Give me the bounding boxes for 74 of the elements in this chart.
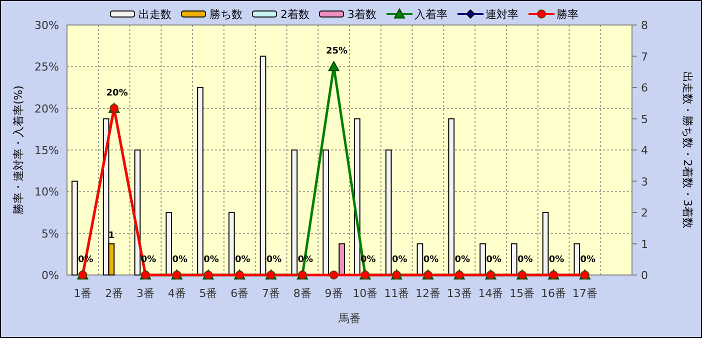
x-tick-label: 17番 bbox=[572, 287, 598, 300]
y-tick-label: 25% bbox=[34, 60, 59, 74]
y2-tick-label: 0 bbox=[641, 269, 648, 282]
bar bbox=[542, 212, 549, 276]
x-tick-label: 6番 bbox=[230, 287, 249, 300]
x-tick-label: 15番 bbox=[510, 287, 535, 300]
x-tick-label: 1番 bbox=[74, 287, 92, 300]
legend-label: 勝ち数 bbox=[210, 8, 242, 21]
data-label: 0% bbox=[266, 255, 282, 265]
bar bbox=[448, 118, 455, 276]
x-tick-label: 10番 bbox=[352, 287, 378, 300]
data-label: 0% bbox=[172, 255, 188, 265]
bar bbox=[228, 212, 235, 276]
legend-label: 出走数 bbox=[138, 8, 172, 21]
x-tick-label: 5番 bbox=[199, 287, 218, 300]
y2-tick-label: 2 bbox=[641, 206, 648, 220]
x-tick-label: 2番 bbox=[105, 287, 124, 300]
y-tick-label: 10% bbox=[34, 186, 59, 199]
bar bbox=[166, 212, 172, 276]
x-tick-label: 12番 bbox=[415, 287, 440, 300]
data-label: 20% bbox=[106, 88, 128, 98]
legend-label: 連対率 bbox=[486, 8, 518, 21]
x-axis-title: 馬番 bbox=[338, 312, 360, 325]
bar bbox=[416, 243, 424, 276]
data-label: 0% bbox=[580, 255, 596, 265]
x-tick-label: 14番 bbox=[478, 287, 504, 300]
point bbox=[329, 270, 338, 280]
y2-tick-label: 8 bbox=[641, 19, 648, 32]
x-tick-label: 9番 bbox=[324, 287, 343, 300]
bar bbox=[260, 56, 266, 276]
y-tick-label: 0% bbox=[42, 269, 59, 282]
x-tick-label: 7番 bbox=[262, 287, 280, 300]
y2-axis-title: 出走数・勝ち数・2着数・3着数 bbox=[681, 72, 694, 228]
data-label: 0% bbox=[204, 255, 219, 265]
data-label: 0% bbox=[235, 255, 250, 265]
bar bbox=[72, 180, 78, 276]
legend-label: 2着数 bbox=[280, 8, 310, 21]
data-label: 1 bbox=[108, 230, 115, 241]
data-label: 25% bbox=[326, 46, 348, 57]
x-tick-label: 11番 bbox=[384, 287, 410, 300]
y-axis-title: 勝率・連対率・入着率(%) bbox=[12, 85, 25, 215]
bar bbox=[291, 150, 298, 276]
data-label: 0% bbox=[548, 255, 564, 265]
data-label: 0% bbox=[486, 255, 502, 265]
bar bbox=[480, 243, 486, 276]
bar bbox=[574, 243, 580, 276]
bar bbox=[322, 150, 329, 276]
x-tick-label: 8番 bbox=[293, 287, 312, 300]
data-label: 0% bbox=[423, 255, 439, 265]
bar bbox=[385, 150, 392, 276]
legend-label: 3着数 bbox=[348, 8, 376, 21]
legend-label: 入着率 bbox=[414, 8, 448, 21]
y2-tick-label: 6 bbox=[641, 82, 648, 94]
x-tick-label: 3番 bbox=[136, 287, 154, 300]
x-tick-label: 16番 bbox=[541, 287, 566, 300]
data-label: 0% bbox=[454, 255, 470, 265]
y2-tick-label: 7 bbox=[641, 50, 648, 64]
y-tick-label: 30% bbox=[34, 19, 59, 32]
x-tick-label: 4番 bbox=[168, 287, 186, 300]
y-tick-label: 20% bbox=[34, 102, 59, 116]
data-label: 0% bbox=[518, 255, 533, 265]
y-tick-label: 5% bbox=[42, 227, 59, 240]
x-tick-label: 13番 bbox=[446, 287, 472, 300]
y2-tick-label: 4 bbox=[641, 144, 648, 157]
point bbox=[328, 61, 340, 72]
y2-tick-label: 1 bbox=[641, 238, 648, 251]
data-label: 0% bbox=[392, 255, 408, 265]
legend-label: 勝率 bbox=[556, 8, 578, 21]
y2-tick-label: 5 bbox=[641, 112, 648, 126]
bar bbox=[197, 87, 204, 276]
bar bbox=[338, 243, 345, 276]
y-tick-label: 15% bbox=[34, 144, 59, 157]
bar bbox=[510, 243, 518, 276]
y2-tick-label: 3 bbox=[641, 175, 648, 188]
